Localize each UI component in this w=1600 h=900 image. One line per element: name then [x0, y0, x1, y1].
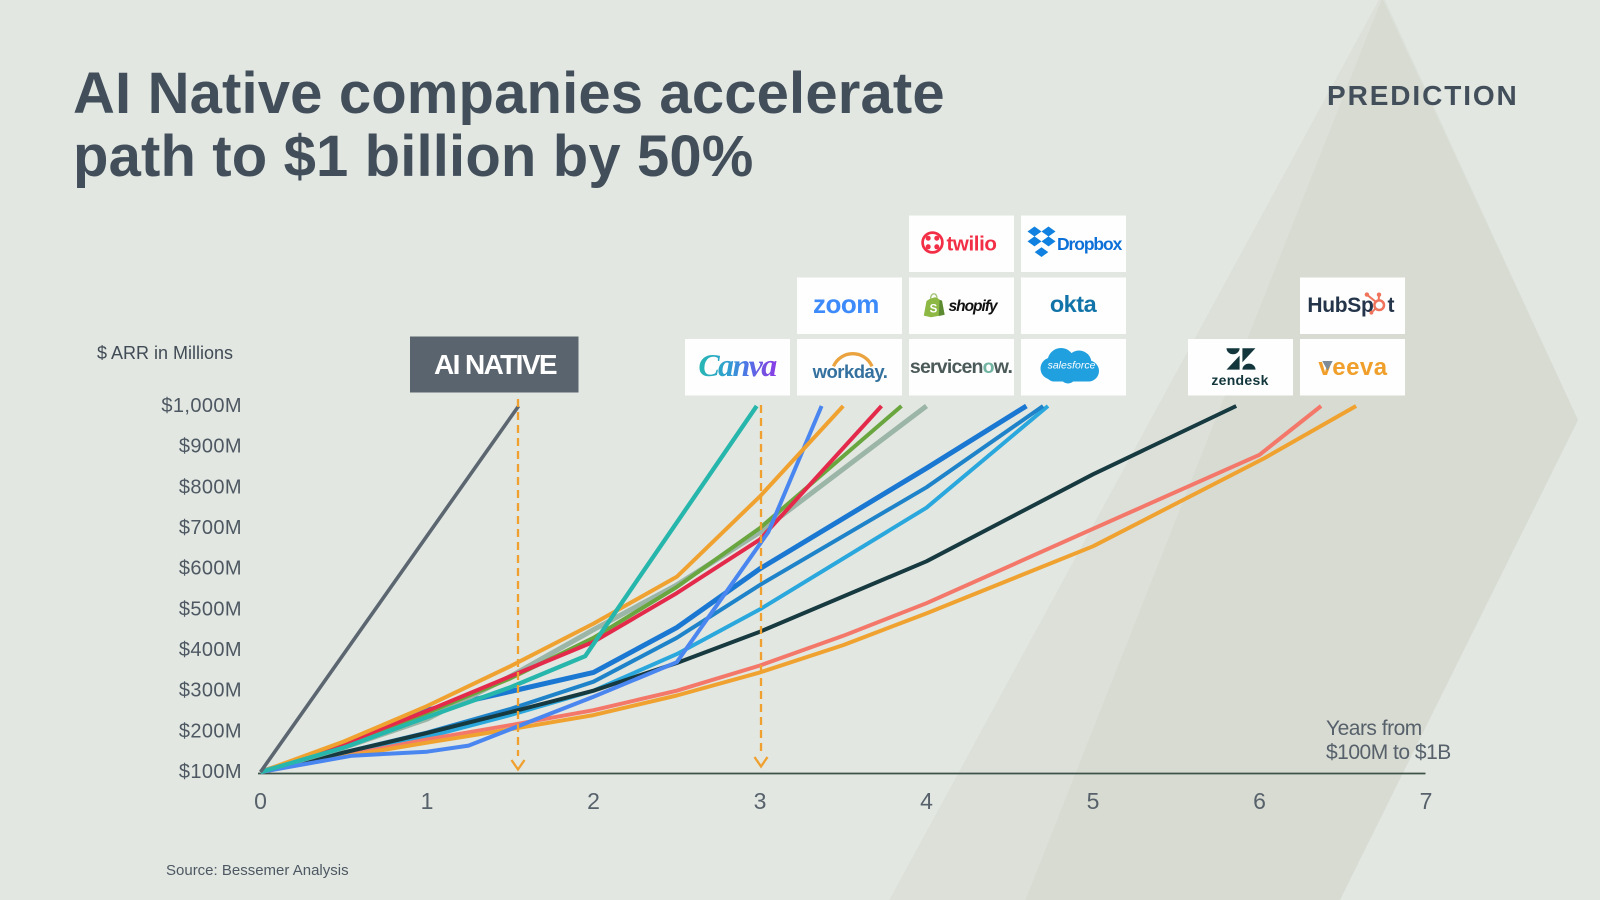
svg-text:2: 2: [587, 788, 600, 814]
svg-text:$800M: $800M: [179, 476, 242, 498]
svg-text:zoom: zoom: [813, 289, 879, 319]
svg-text:$100M to $1B: $100M to $1B: [1326, 741, 1451, 764]
svg-text:PREDICTION: PREDICTION: [1327, 80, 1519, 111]
svg-text:HubSp: HubSp: [1307, 294, 1373, 317]
svg-text:$600M: $600M: [179, 558, 242, 580]
svg-text:$400M: $400M: [179, 639, 242, 661]
svg-text:S: S: [930, 304, 938, 316]
svg-text:Dropbox: Dropbox: [1057, 234, 1123, 254]
svg-text:servicenow.: servicenow.: [910, 356, 1013, 378]
svg-text:$700M: $700M: [179, 517, 242, 539]
svg-text:$900M: $900M: [179, 436, 242, 458]
svg-text:veeva: veeva: [1318, 354, 1387, 381]
svg-text:$500M: $500M: [179, 598, 242, 620]
svg-text:$300M: $300M: [179, 680, 242, 702]
svg-text:zendesk: zendesk: [1211, 372, 1268, 388]
svg-text:6: 6: [1253, 788, 1266, 814]
svg-text:$1,000M: $1,000M: [161, 395, 242, 417]
svg-text:$200M: $200M: [179, 720, 242, 742]
svg-text:shopify: shopify: [949, 298, 999, 315]
svg-text:t: t: [1388, 294, 1395, 317]
svg-text:salesforce: salesforce: [1048, 360, 1096, 372]
svg-text:okta: okta: [1050, 291, 1098, 317]
svg-text:workday.: workday.: [812, 361, 888, 382]
svg-text:5: 5: [1087, 788, 1100, 814]
svg-text:Years from: Years from: [1326, 717, 1422, 740]
svg-text:$100M: $100M: [179, 761, 242, 783]
svg-text:Source: Bessemer Analysis: Source: Bessemer Analysis: [166, 862, 349, 879]
svg-text:$ ARR in Millions: $ ARR in Millions: [97, 343, 233, 363]
svg-text:Canva: Canva: [698, 347, 777, 383]
svg-text:path to $1 billion by 50%: path to $1 billion by 50%: [73, 124, 754, 189]
svg-text:3: 3: [754, 788, 767, 814]
svg-text:0: 0: [254, 788, 267, 814]
svg-text:AI NATIVE: AI NATIVE: [434, 349, 557, 380]
svg-text:twilio: twilio: [947, 233, 997, 256]
svg-text:4: 4: [920, 788, 933, 814]
svg-text:AI Native companies accelerate: AI Native companies accelerate: [73, 61, 945, 126]
svg-text:1: 1: [421, 788, 434, 814]
svg-text:7: 7: [1420, 788, 1433, 814]
